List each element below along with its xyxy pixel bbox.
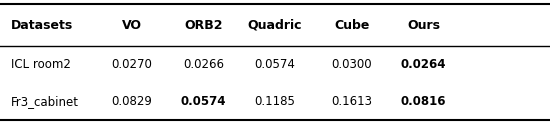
Text: 0.1185: 0.1185 <box>255 95 295 108</box>
Text: 0.0816: 0.0816 <box>401 95 446 108</box>
Text: Ours: Ours <box>407 19 440 31</box>
Text: Cube: Cube <box>334 19 370 31</box>
Text: Fr3_cabinet: Fr3_cabinet <box>11 95 79 108</box>
Text: 0.0264: 0.0264 <box>401 58 446 71</box>
Text: 0.0266: 0.0266 <box>183 58 224 71</box>
Text: VO: VO <box>122 19 142 31</box>
Text: ICL room2: ICL room2 <box>11 58 71 71</box>
Text: 0.0270: 0.0270 <box>112 58 152 71</box>
Text: Datasets: Datasets <box>11 19 73 31</box>
Text: Quadric: Quadric <box>248 19 302 31</box>
Text: 0.0574: 0.0574 <box>255 58 295 71</box>
Text: 0.0300: 0.0300 <box>332 58 372 71</box>
Text: 0.0574: 0.0574 <box>181 95 226 108</box>
Text: 0.1613: 0.1613 <box>332 95 372 108</box>
Text: ORB2: ORB2 <box>184 19 223 31</box>
Text: 0.0829: 0.0829 <box>112 95 152 108</box>
